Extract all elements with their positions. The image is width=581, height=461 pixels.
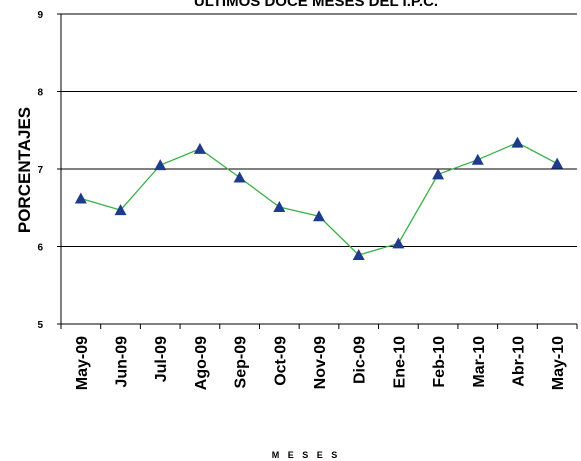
x-tick-label: Nov-09: [312, 336, 329, 389]
gridlines: [61, 13, 577, 325]
data-point-marker: [233, 171, 246, 183]
data-point-marker: [193, 142, 206, 154]
data-point-marker: [511, 136, 524, 148]
data-point-marker: [392, 237, 405, 249]
x-tick-label: Abr-10: [510, 336, 527, 387]
data-point-marker: [551, 157, 564, 169]
data-point-marker: [432, 168, 445, 180]
data-point-marker: [313, 210, 325, 222]
x-axis-ticks: May-09 Jun-09 Jul-09 Ago-09 Sep-09 Oct-09 Nov-…: [60, 324, 578, 390]
data-point-marker: [114, 204, 127, 216]
x-tick-label: Feb-10: [431, 336, 448, 388]
y-axis-ticks: 5 6 7 8 9: [37, 10, 61, 331]
x-tick-label: Mar-10: [471, 336, 488, 388]
chart-title: ÚLTIMOS DOCE MESES DEL I.P.C.: [194, 0, 438, 10]
data-point-marker: [273, 200, 286, 212]
y-axis-label: PORCENTAJES: [15, 107, 34, 233]
x-tick-label: Oct-09: [272, 336, 289, 386]
data-series: [74, 136, 564, 261]
data-point-marker: [154, 159, 167, 171]
y-tick-label: 6: [37, 243, 43, 254]
y-tick-label: 8: [37, 88, 43, 99]
x-tick-label: May-09: [74, 336, 91, 390]
y-tick-label: 7: [37, 165, 43, 176]
x-tick-label: Ago-09: [193, 336, 210, 390]
data-point-marker: [352, 249, 365, 261]
x-tick-label: Jun-09: [114, 336, 131, 388]
series-line: [80, 141, 558, 256]
x-tick-label: Sep-09: [233, 336, 250, 389]
x-tick-label: Jul-09: [153, 336, 170, 382]
y-tick-label: 5: [37, 320, 43, 331]
x-tick-label: Dic-09: [352, 336, 369, 384]
data-point-marker: [471, 153, 484, 165]
x-tick-label: May-10: [550, 336, 567, 390]
x-axis-label: M E S E S: [272, 450, 341, 460]
y-tick-label: 9: [37, 10, 43, 21]
x-tick-label: Ene-10: [391, 336, 408, 389]
data-point-marker: [74, 192, 87, 204]
